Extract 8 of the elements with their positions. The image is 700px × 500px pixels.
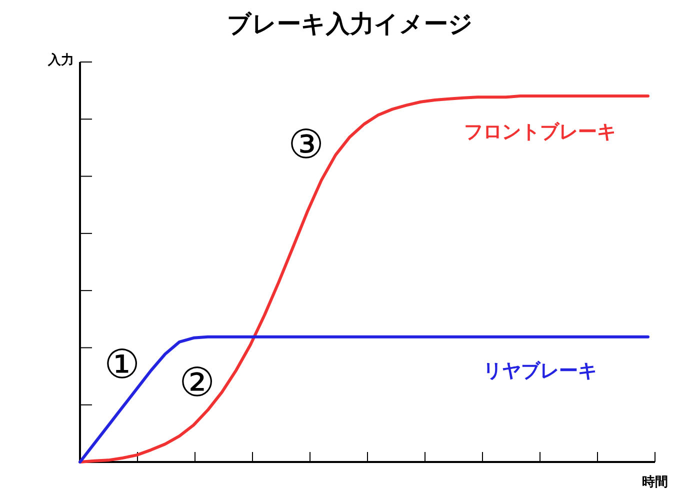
annotation: ① (104, 342, 140, 388)
x-axis-title: 時間 (642, 475, 668, 490)
annotation: ② (179, 360, 215, 406)
annotation: ③ (288, 122, 324, 168)
series-label: フロントブレーキ (464, 121, 616, 143)
chart-title: ブレーキ入力イメージ (227, 10, 473, 38)
series-label: リヤブレーキ (483, 360, 597, 382)
y-axis-title: 入力 (47, 52, 74, 68)
